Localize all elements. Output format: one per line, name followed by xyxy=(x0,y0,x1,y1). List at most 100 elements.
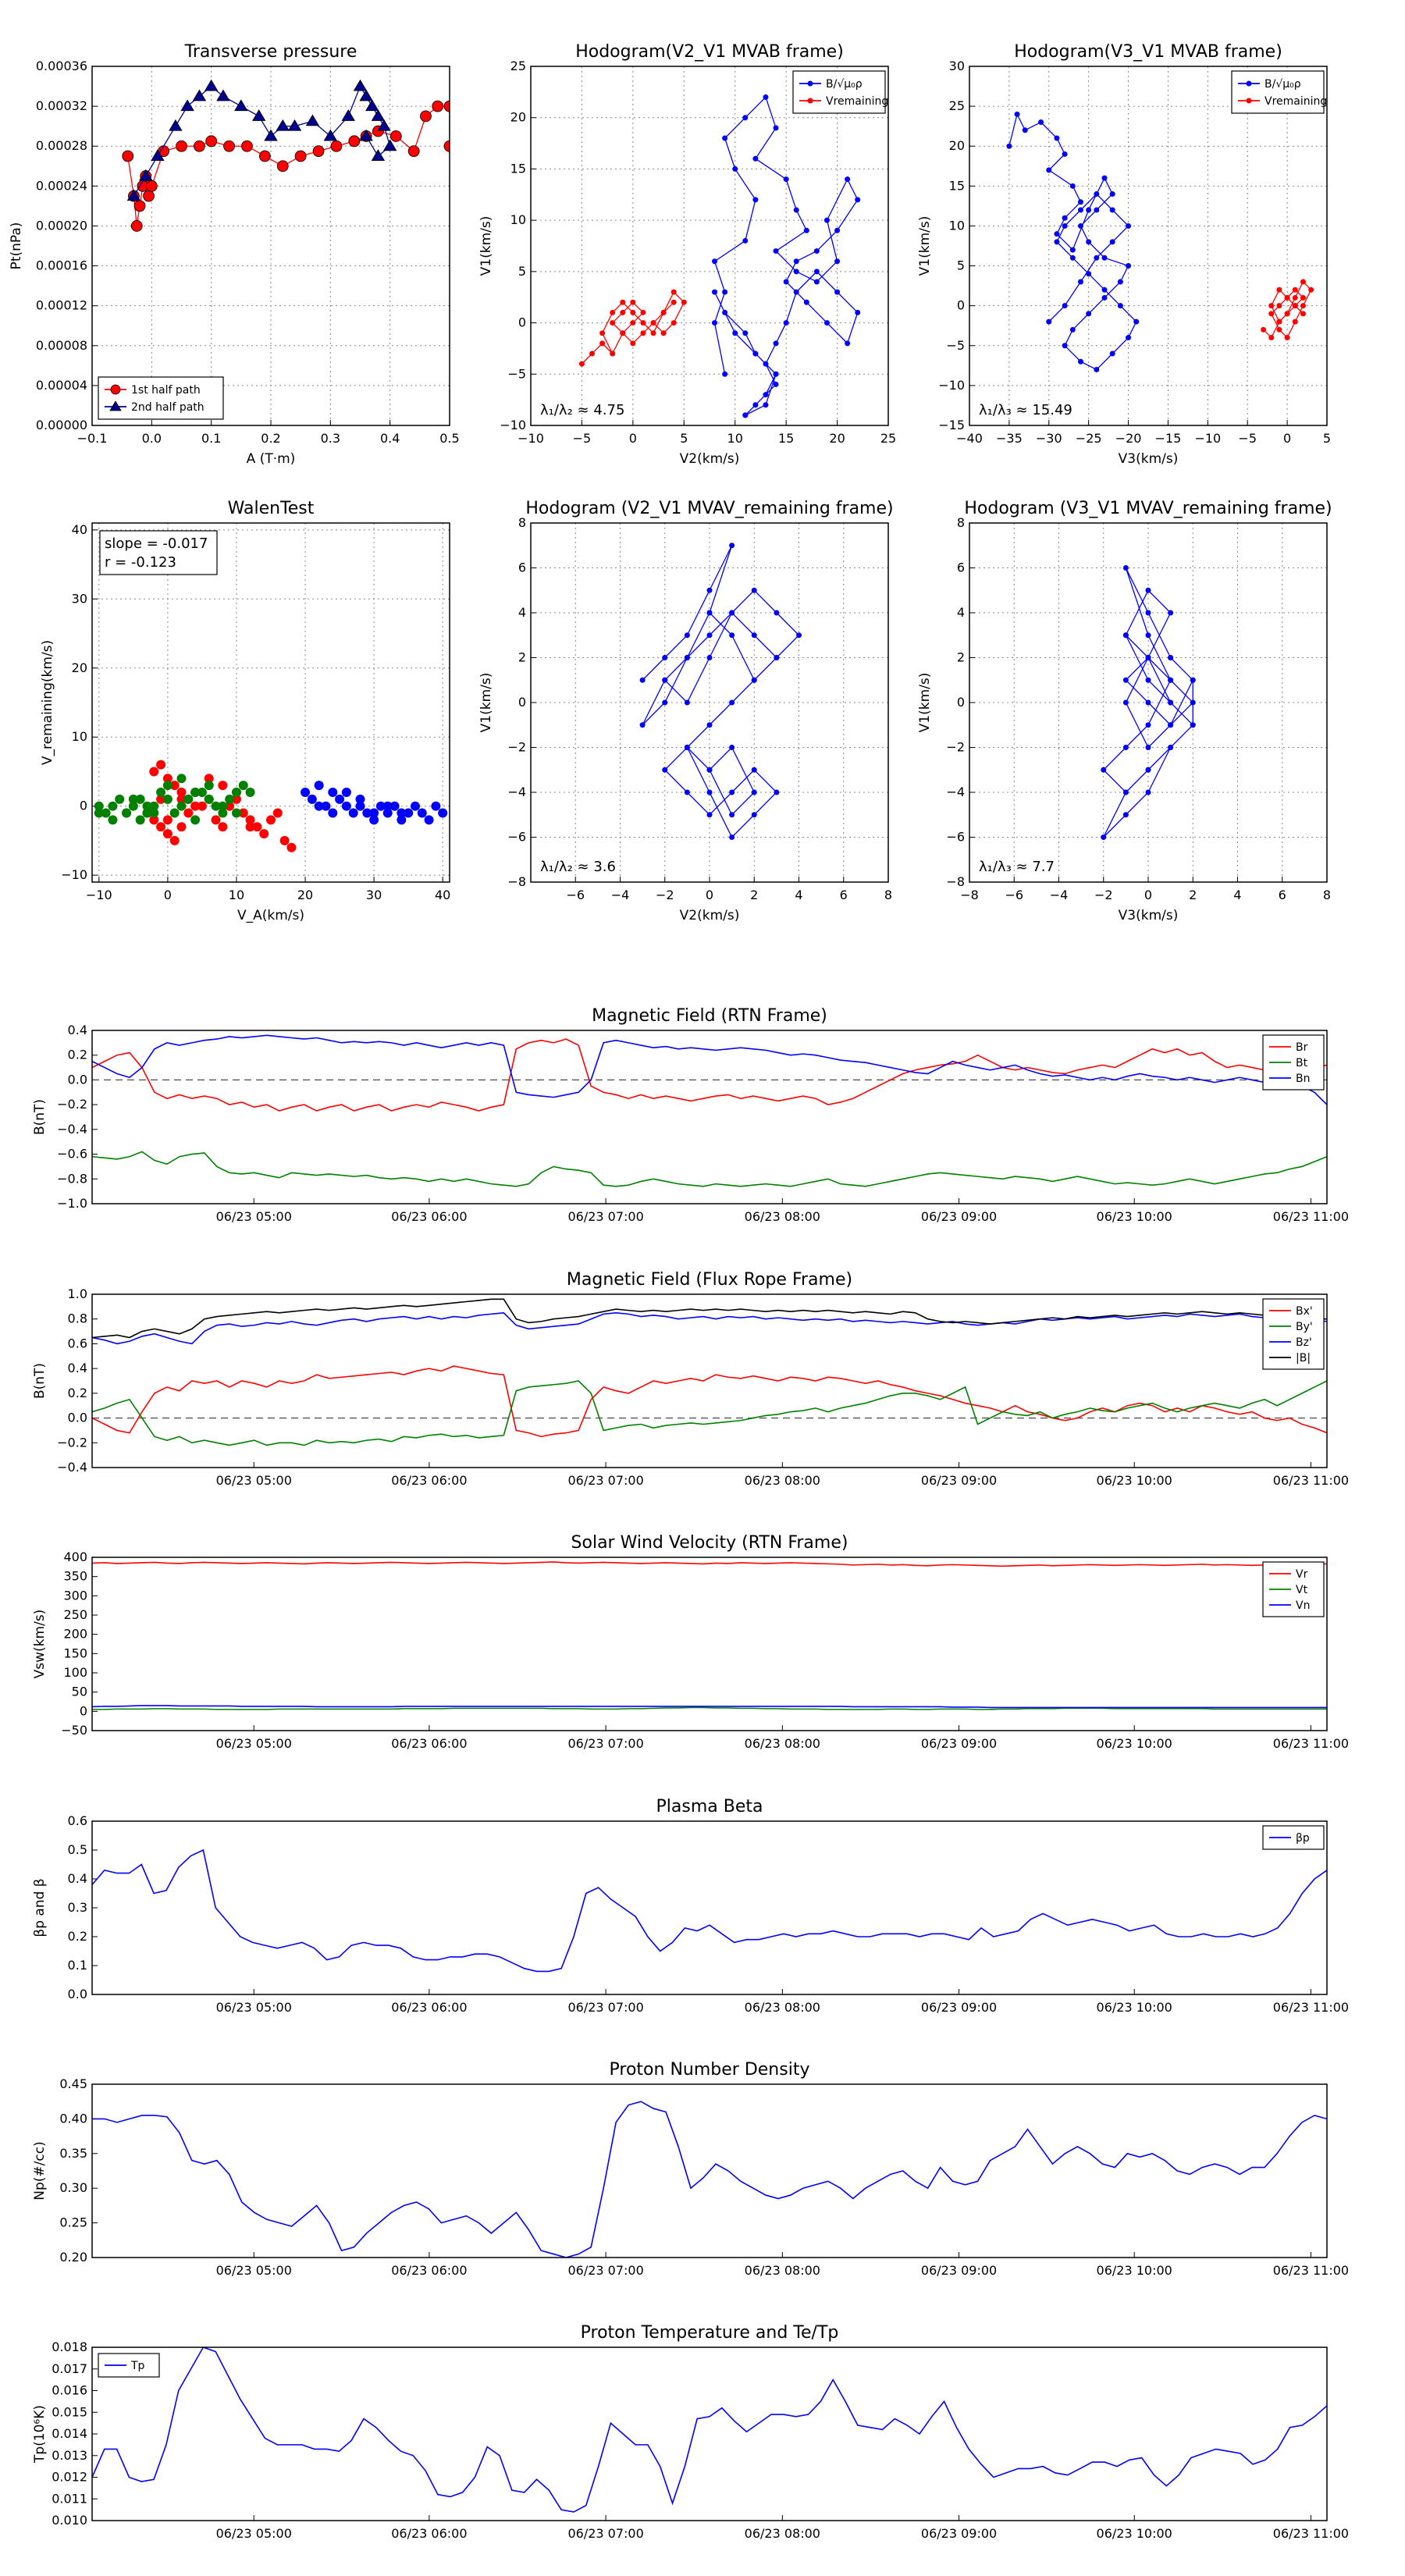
data-point xyxy=(1094,366,1100,372)
data-point xyxy=(1284,311,1290,317)
data-point xyxy=(1101,767,1107,773)
y-axis-label: V_remaining(km/s) xyxy=(40,640,55,765)
y-tick-label: 8 xyxy=(518,515,526,530)
x-tick-label: 06/23 09:00 xyxy=(921,2526,997,2541)
x-tick-label: 06/23 07:00 xyxy=(567,1473,643,1488)
data-point xyxy=(752,155,759,162)
data-point xyxy=(369,815,379,825)
data-point xyxy=(578,361,585,367)
y-tick-label: −5 xyxy=(507,366,526,381)
x-tick-label: 2 xyxy=(750,888,758,902)
y-tick-label: 5 xyxy=(518,264,526,279)
legend-label: 2nd half path xyxy=(131,401,205,414)
data-point xyxy=(371,149,386,162)
y-tick-label: −2 xyxy=(507,740,526,755)
data-point xyxy=(630,320,636,326)
data-point xyxy=(793,258,799,265)
y-tick-label: 150 xyxy=(63,1646,87,1660)
x-tick-label: 06/23 09:00 xyxy=(921,1473,997,1488)
y-tick-label: 2 xyxy=(957,650,965,665)
chart-title: Transverse pressure xyxy=(184,42,357,62)
data-point xyxy=(321,801,331,811)
data-point xyxy=(252,822,262,832)
data-point xyxy=(197,788,207,797)
series-line xyxy=(1102,568,1194,838)
data-point xyxy=(151,149,165,162)
data-point xyxy=(314,781,324,791)
y-tick-label: −0.8 xyxy=(57,1171,87,1186)
x-tick-label: −25 xyxy=(1076,431,1102,446)
legend-marker xyxy=(110,384,121,395)
legend-marker xyxy=(1246,98,1252,104)
y-tick-label: 20 xyxy=(949,138,965,153)
data-point xyxy=(126,189,141,201)
data-point xyxy=(1054,231,1060,237)
chart-title: Solar Wind Velocity (RTN Frame) xyxy=(571,1533,848,1553)
plot-frame xyxy=(530,522,889,883)
data-point xyxy=(706,767,713,773)
data-point xyxy=(706,610,713,616)
x-tick-label: 06/23 06:00 xyxy=(391,2000,467,2015)
data-point xyxy=(1145,722,1151,728)
y-tick-label: 0.015 xyxy=(52,2404,87,2419)
stats-line: r = -0.123 xyxy=(105,554,176,571)
data-point xyxy=(1145,677,1151,683)
data-point xyxy=(823,217,830,223)
data-point xyxy=(1276,286,1282,293)
data-point xyxy=(670,299,677,305)
data-point xyxy=(359,129,373,141)
y-tick-label: 0.00020 xyxy=(36,218,87,233)
data-point xyxy=(1062,151,1068,157)
x-tick-label: 2 xyxy=(1189,888,1197,902)
data-point xyxy=(1069,247,1076,253)
y-axis-label: Pt(nPa) xyxy=(9,222,24,270)
data-point xyxy=(610,320,616,326)
data-point xyxy=(684,655,690,660)
data-point xyxy=(314,801,324,811)
y-tick-label: 0 xyxy=(957,298,965,313)
data-point xyxy=(1094,254,1100,261)
axis-ticks: 06/23 05:00 06/23 06:00 06/23 07:00 06/23 0… xyxy=(57,1023,1349,1224)
data-point xyxy=(122,150,134,162)
x-tick-label: 06/23 11:00 xyxy=(1273,2263,1349,2278)
data-point xyxy=(773,381,779,387)
data-point xyxy=(722,289,728,295)
x-tick-label: 10 xyxy=(229,888,244,902)
x-tick-label: 06/23 07:00 xyxy=(567,2526,643,2541)
data-point xyxy=(176,822,187,832)
data-point xyxy=(1062,343,1068,349)
data-point xyxy=(259,829,269,839)
data-point xyxy=(834,227,841,233)
chart-title: Magnetic Field (Flux Rope Frame) xyxy=(567,1270,852,1290)
data-point xyxy=(424,815,434,825)
data-point xyxy=(1086,271,1092,277)
data-point xyxy=(362,808,372,818)
data-point xyxy=(774,789,780,795)
y-tick-label: −50 xyxy=(61,1723,87,1738)
data-point xyxy=(133,200,146,212)
chart-title: WalenTest xyxy=(228,499,315,518)
x-axis-label: V3(km/s) xyxy=(1119,451,1179,467)
y-axis-label: B(nT) xyxy=(32,1099,48,1135)
plot-area xyxy=(1101,565,1196,840)
y-tick-label: 0.00012 xyxy=(36,298,87,313)
data-point xyxy=(369,808,379,818)
y-tick-label: 0.3 xyxy=(68,1900,87,1915)
y-tick-label: −10 xyxy=(938,378,965,393)
data-point xyxy=(662,699,668,706)
x-tick-label: 25 xyxy=(880,431,896,446)
series-1sthalfpath xyxy=(122,100,450,232)
data-point xyxy=(294,150,307,162)
data-point xyxy=(101,808,111,818)
x-tick-label: 0.5 xyxy=(439,431,459,446)
data-point xyxy=(183,794,194,804)
data-point xyxy=(1086,239,1092,245)
data-point xyxy=(773,371,779,377)
data-point xyxy=(204,781,214,791)
data-point xyxy=(855,197,861,203)
x-tick-label: 06/23 11:00 xyxy=(1273,2526,1349,2541)
data-point xyxy=(1122,745,1129,750)
y-tick-label: 0.5 xyxy=(68,1842,87,1857)
y-tick-label: 0 xyxy=(80,799,87,813)
